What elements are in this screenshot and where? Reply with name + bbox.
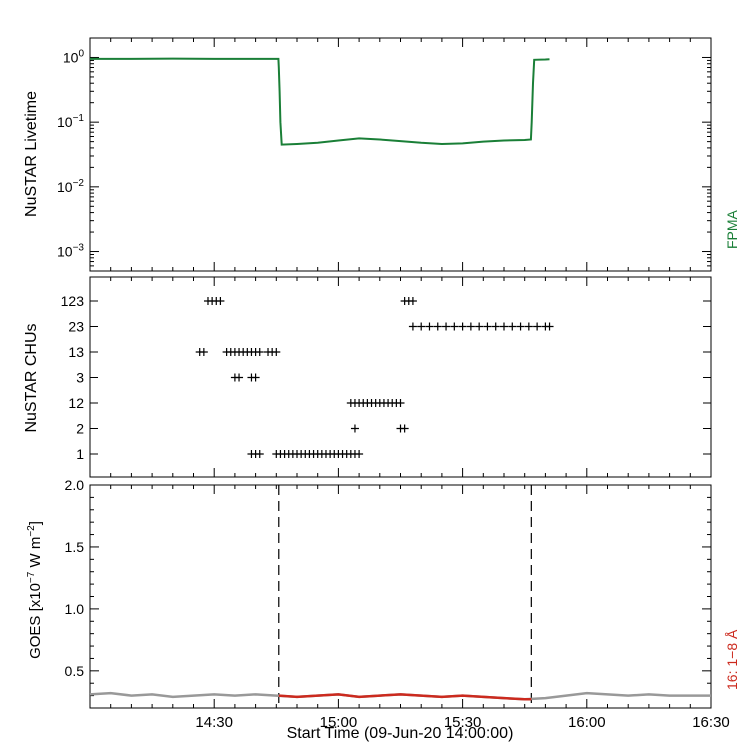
chus-point (251, 373, 260, 382)
chus-point (475, 322, 484, 331)
goes-tick-label: 1.5 (65, 539, 85, 555)
chus-tick-label: 2 (76, 421, 84, 437)
x-tick-label: 14:30 (195, 714, 233, 731)
chus-point (433, 322, 442, 331)
chus-point (458, 322, 467, 331)
chus-point (545, 322, 554, 331)
goes-tick-label: 0.5 (65, 663, 85, 679)
goes-series (89, 691, 711, 701)
chus-point (491, 322, 500, 331)
tick-base: 10 (57, 244, 73, 260)
chus-point (483, 322, 492, 331)
livetime-tick-label: 10−2 (57, 178, 84, 195)
x-tick-label: 15:00 (320, 714, 358, 731)
chus-point (199, 348, 208, 356)
tick-base: 10 (57, 179, 73, 195)
goes-panel: GOES [x10−7 W m−2] 16: 1−8 Å 0.5 1.0 1.5 2.… (26, 477, 740, 742)
chus-point (508, 322, 517, 331)
livetime-tick-label: 10−3 (57, 243, 84, 260)
x-tick-label: 16:30 (692, 714, 730, 731)
goes-ylabel-exp2: −2 (26, 525, 37, 537)
tick-base: 10 (63, 49, 79, 65)
livetime-y-axis-label: NuSTAR Livetime (23, 91, 40, 217)
x-tick-label: 15:30 (444, 714, 482, 731)
livetime-tick-label: 10−1 (57, 113, 84, 130)
chus-point (255, 348, 264, 356)
chus-point (350, 424, 359, 433)
chus-point (272, 348, 281, 356)
shared-x-tick-marks (110, 38, 712, 708)
goes-plot-frame (89, 484, 712, 709)
chus-tick-label: 12 (68, 395, 84, 411)
chus-point (442, 322, 451, 331)
x-tick-label: 16:00 (568, 714, 606, 731)
chus-tick-label: 3 (76, 370, 84, 386)
chus-point (255, 450, 264, 458)
goes-y-axis-label: GOES [x10−7 W m−2] (26, 521, 44, 659)
livetime-plot-frame (89, 37, 712, 272)
tick-exponent: 0 (78, 48, 84, 59)
chus-point (500, 322, 508, 331)
chus-point (216, 297, 225, 305)
goes-ylabel-suffix: ] (27, 521, 44, 525)
chus-point (516, 322, 525, 331)
goes-y-ticks: 0.5 1.0 1.5 2.0 (65, 477, 711, 697)
series-line-fpma (90, 57, 550, 146)
chus-scatter-points (195, 297, 554, 458)
chus-point (408, 297, 417, 305)
goes-vertical-markers (278, 485, 532, 708)
chus-point (466, 322, 475, 331)
goes-ylabel-middle: W m (27, 537, 44, 572)
goes-tick-label: 1.0 (65, 601, 85, 617)
chus-point (533, 322, 542, 331)
livetime-series-fpma (90, 57, 550, 146)
tick-base: 10 (57, 114, 73, 130)
chus-y-axis-label: NuSTAR CHUs (23, 323, 40, 432)
chus-plot-frame (89, 276, 712, 478)
chus-point (524, 322, 533, 331)
chus-tick-label: 13 (68, 344, 84, 360)
x-axis-label: Start Time (09-Jun-20 14:00:00) (287, 725, 514, 742)
chus-point (417, 322, 426, 331)
goes-tick-label: 2.0 (65, 477, 85, 493)
chus-point (396, 399, 405, 407)
chus-point (235, 373, 244, 382)
chus-tick-label: 23 (68, 319, 84, 335)
chus-point (400, 424, 409, 433)
tick-exponent: −1 (73, 113, 85, 124)
livetime-tick-label: 100 (63, 48, 85, 65)
tick-exponent: −2 (73, 178, 85, 189)
goes-ylabel-prefix: GOES [x10 (27, 583, 44, 659)
legend-fpma: FPMA (724, 209, 740, 249)
chus-point (450, 322, 459, 331)
chus-tick-label: 1 (76, 446, 84, 462)
tick-exponent: −3 (73, 243, 85, 254)
chus-point (408, 322, 417, 331)
goes-series-line (278, 693, 532, 701)
goes-x-ticks: 14:30 15:00 15:30 16:00 16:30 (195, 714, 729, 731)
chus-point (355, 450, 364, 458)
goes-ylabel-exp1: −7 (26, 571, 37, 583)
legend-goes-16: 16: 1−8 Å (724, 629, 740, 690)
chus-point (425, 322, 434, 331)
chus-tick-label: 123 (61, 293, 85, 309)
